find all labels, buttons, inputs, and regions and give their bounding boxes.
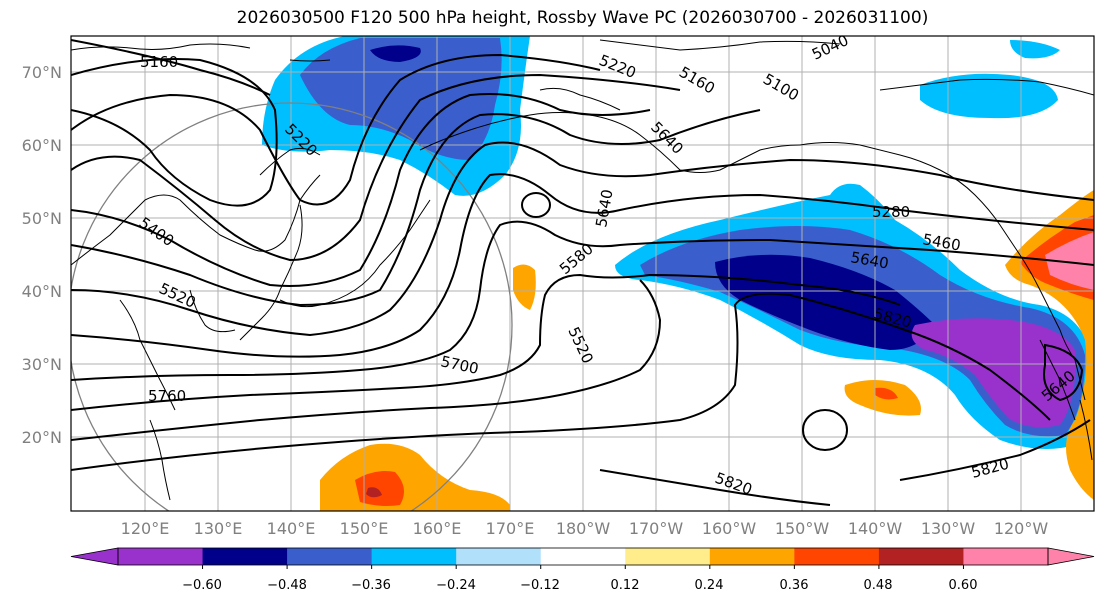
colorbar-tick-label: 0.60 xyxy=(949,578,978,593)
colorbar-tick-label: −0.60 xyxy=(182,578,222,593)
colorbar xyxy=(70,547,1095,569)
lon-label: 180°W xyxy=(556,519,611,538)
lon-label: 160°W xyxy=(702,519,757,538)
colorbar-segment xyxy=(202,548,288,565)
colorbar-tick-label: −0.48 xyxy=(267,578,307,593)
lon-label: 130°W xyxy=(921,519,976,538)
colorbar-tick-label: −0.24 xyxy=(436,578,476,593)
lon-label: 170°E xyxy=(486,519,535,538)
colorbar-tick-label: −0.36 xyxy=(351,578,391,593)
map-title: 2026030500 F120 500 hPa height, Rossby W… xyxy=(236,8,929,28)
lat-label: 50°N xyxy=(22,209,62,228)
colorbar-segment xyxy=(540,548,626,565)
colorbar-segment xyxy=(371,548,457,565)
colorbar-tick-labels: −0.60 −0.48 −0.36 −0.24 −0.12 0.12 0.24 … xyxy=(182,578,977,593)
colorbar-segment xyxy=(456,548,542,565)
contour-label: 5760 xyxy=(148,387,186,405)
longitude-labels: 120°E 130°E 140°E 150°E 160°E 170°E 180°… xyxy=(121,519,1049,538)
colorbar-segment xyxy=(963,548,1049,565)
height-contours xyxy=(71,39,1094,506)
lon-label: 130°E xyxy=(194,519,243,538)
lat-label: 60°N xyxy=(22,136,62,155)
map-frame xyxy=(70,35,1095,512)
lon-label: 140°W xyxy=(848,519,903,538)
map-content xyxy=(71,36,1094,511)
colorbar-segment xyxy=(709,548,795,565)
latitude-labels: 70°N 60°N 50°N 40°N 30°N 20°N xyxy=(22,63,62,447)
lon-label: 120°W xyxy=(994,519,1049,538)
colorbar-segment xyxy=(878,548,964,565)
colorbar-tick-label: 0.12 xyxy=(611,578,640,593)
lat-label: 20°N xyxy=(22,428,62,447)
colorbar-max-arrow xyxy=(1047,547,1095,566)
colorbar-tick-label: −0.12 xyxy=(520,578,560,593)
lon-label: 150°E xyxy=(340,519,389,538)
lon-label: 160°E xyxy=(413,519,462,538)
colorbar-tick-label: 0.24 xyxy=(695,578,724,593)
colorbar-tick-label: 0.36 xyxy=(780,578,809,593)
colorbar-border xyxy=(117,547,1049,566)
negative-anomaly-north xyxy=(262,36,530,196)
reference-circle xyxy=(71,102,513,511)
colorbar-segment xyxy=(118,548,204,565)
lat-label: 30°N xyxy=(22,355,62,374)
lat-label: 40°N xyxy=(22,282,62,301)
negative-anomaly-alaska xyxy=(920,73,1058,119)
coastlines xyxy=(71,39,1094,501)
colorbar-tick-label: 0.48 xyxy=(864,578,893,593)
lon-label: 120°E xyxy=(121,519,170,538)
colorbar-segment xyxy=(287,548,373,565)
lon-label: 170°W xyxy=(629,519,684,538)
lon-label: 140°E xyxy=(267,519,316,538)
contour-label: 5160 xyxy=(140,53,178,71)
colorbar-segment xyxy=(794,548,880,565)
lat-label: 70°N xyxy=(22,63,62,82)
colorbar-segment xyxy=(625,548,711,565)
lon-label: 150°W xyxy=(775,519,830,538)
negative-anomaly-east-pacific xyxy=(615,183,1092,449)
positive-anomaly-central xyxy=(513,264,536,310)
contour-label: 5280 xyxy=(872,203,910,221)
colorbar-min-arrow xyxy=(70,547,119,566)
